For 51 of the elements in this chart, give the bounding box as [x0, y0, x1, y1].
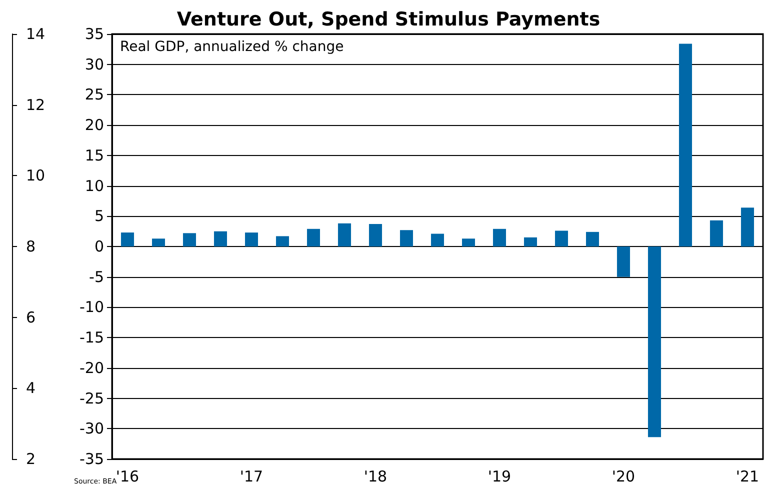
y-tick-label: -5: [89, 268, 104, 286]
y-tick-label: -10: [80, 298, 104, 316]
y-tick-label: -25: [80, 389, 104, 408]
y-tick-label: 0: [94, 238, 104, 256]
x-tick-label: '18: [364, 468, 388, 486]
y-tick-label: 35: [84, 25, 104, 43]
bar: [586, 232, 600, 246]
x-tick-label: '21: [736, 468, 760, 486]
y2-tick-label: 10: [26, 166, 46, 185]
bar: [492, 228, 506, 246]
bar: [276, 236, 290, 246]
bar: [182, 233, 196, 246]
y-tick-label: 25: [84, 86, 104, 104]
x-tick-label: '20: [612, 468, 636, 486]
bar: [152, 238, 166, 246]
bar: [462, 238, 476, 246]
bar: [368, 224, 382, 246]
bar: [740, 208, 754, 246]
y-tick-label: -15: [80, 328, 104, 347]
y-tick-label: 15: [84, 146, 104, 164]
bar: [430, 234, 444, 246]
bar: [648, 246, 662, 438]
bar: [244, 232, 258, 246]
y2-tick-label: 8: [26, 238, 36, 256]
bar: [678, 44, 692, 246]
y2-tick-label: 6: [26, 308, 36, 326]
chart-title: Venture Out, Spend Stimulus Payments: [176, 8, 600, 30]
bar: [710, 220, 724, 246]
y-tick-label: 10: [84, 176, 104, 195]
y2-tick-label: 2: [26, 450, 36, 468]
y-tick-label: 30: [84, 55, 104, 74]
bar: [214, 231, 228, 246]
bar: [338, 223, 352, 246]
x-tick-label: '17: [240, 468, 264, 486]
bar: [306, 228, 320, 246]
y-tick-label: -20: [80, 358, 104, 377]
y2-tick-label: 14: [26, 25, 46, 43]
y-tick-label: 5: [94, 207, 104, 226]
y2-tick-label: 12: [26, 96, 46, 114]
bar: [616, 246, 630, 277]
y-tick-label: -30: [80, 420, 104, 438]
y2-tick-label: 4: [26, 379, 36, 398]
bar: [400, 230, 414, 246]
bar: [120, 232, 134, 246]
chart-subtitle: Real GDP, annualized % change: [120, 39, 344, 55]
y-tick-label: 20: [84, 116, 104, 134]
x-tick-label: '19: [488, 468, 512, 486]
bar: [524, 237, 538, 246]
bar: [554, 230, 568, 246]
y-tick-label: -35: [80, 450, 104, 468]
x-tick-label: '16: [116, 468, 140, 486]
